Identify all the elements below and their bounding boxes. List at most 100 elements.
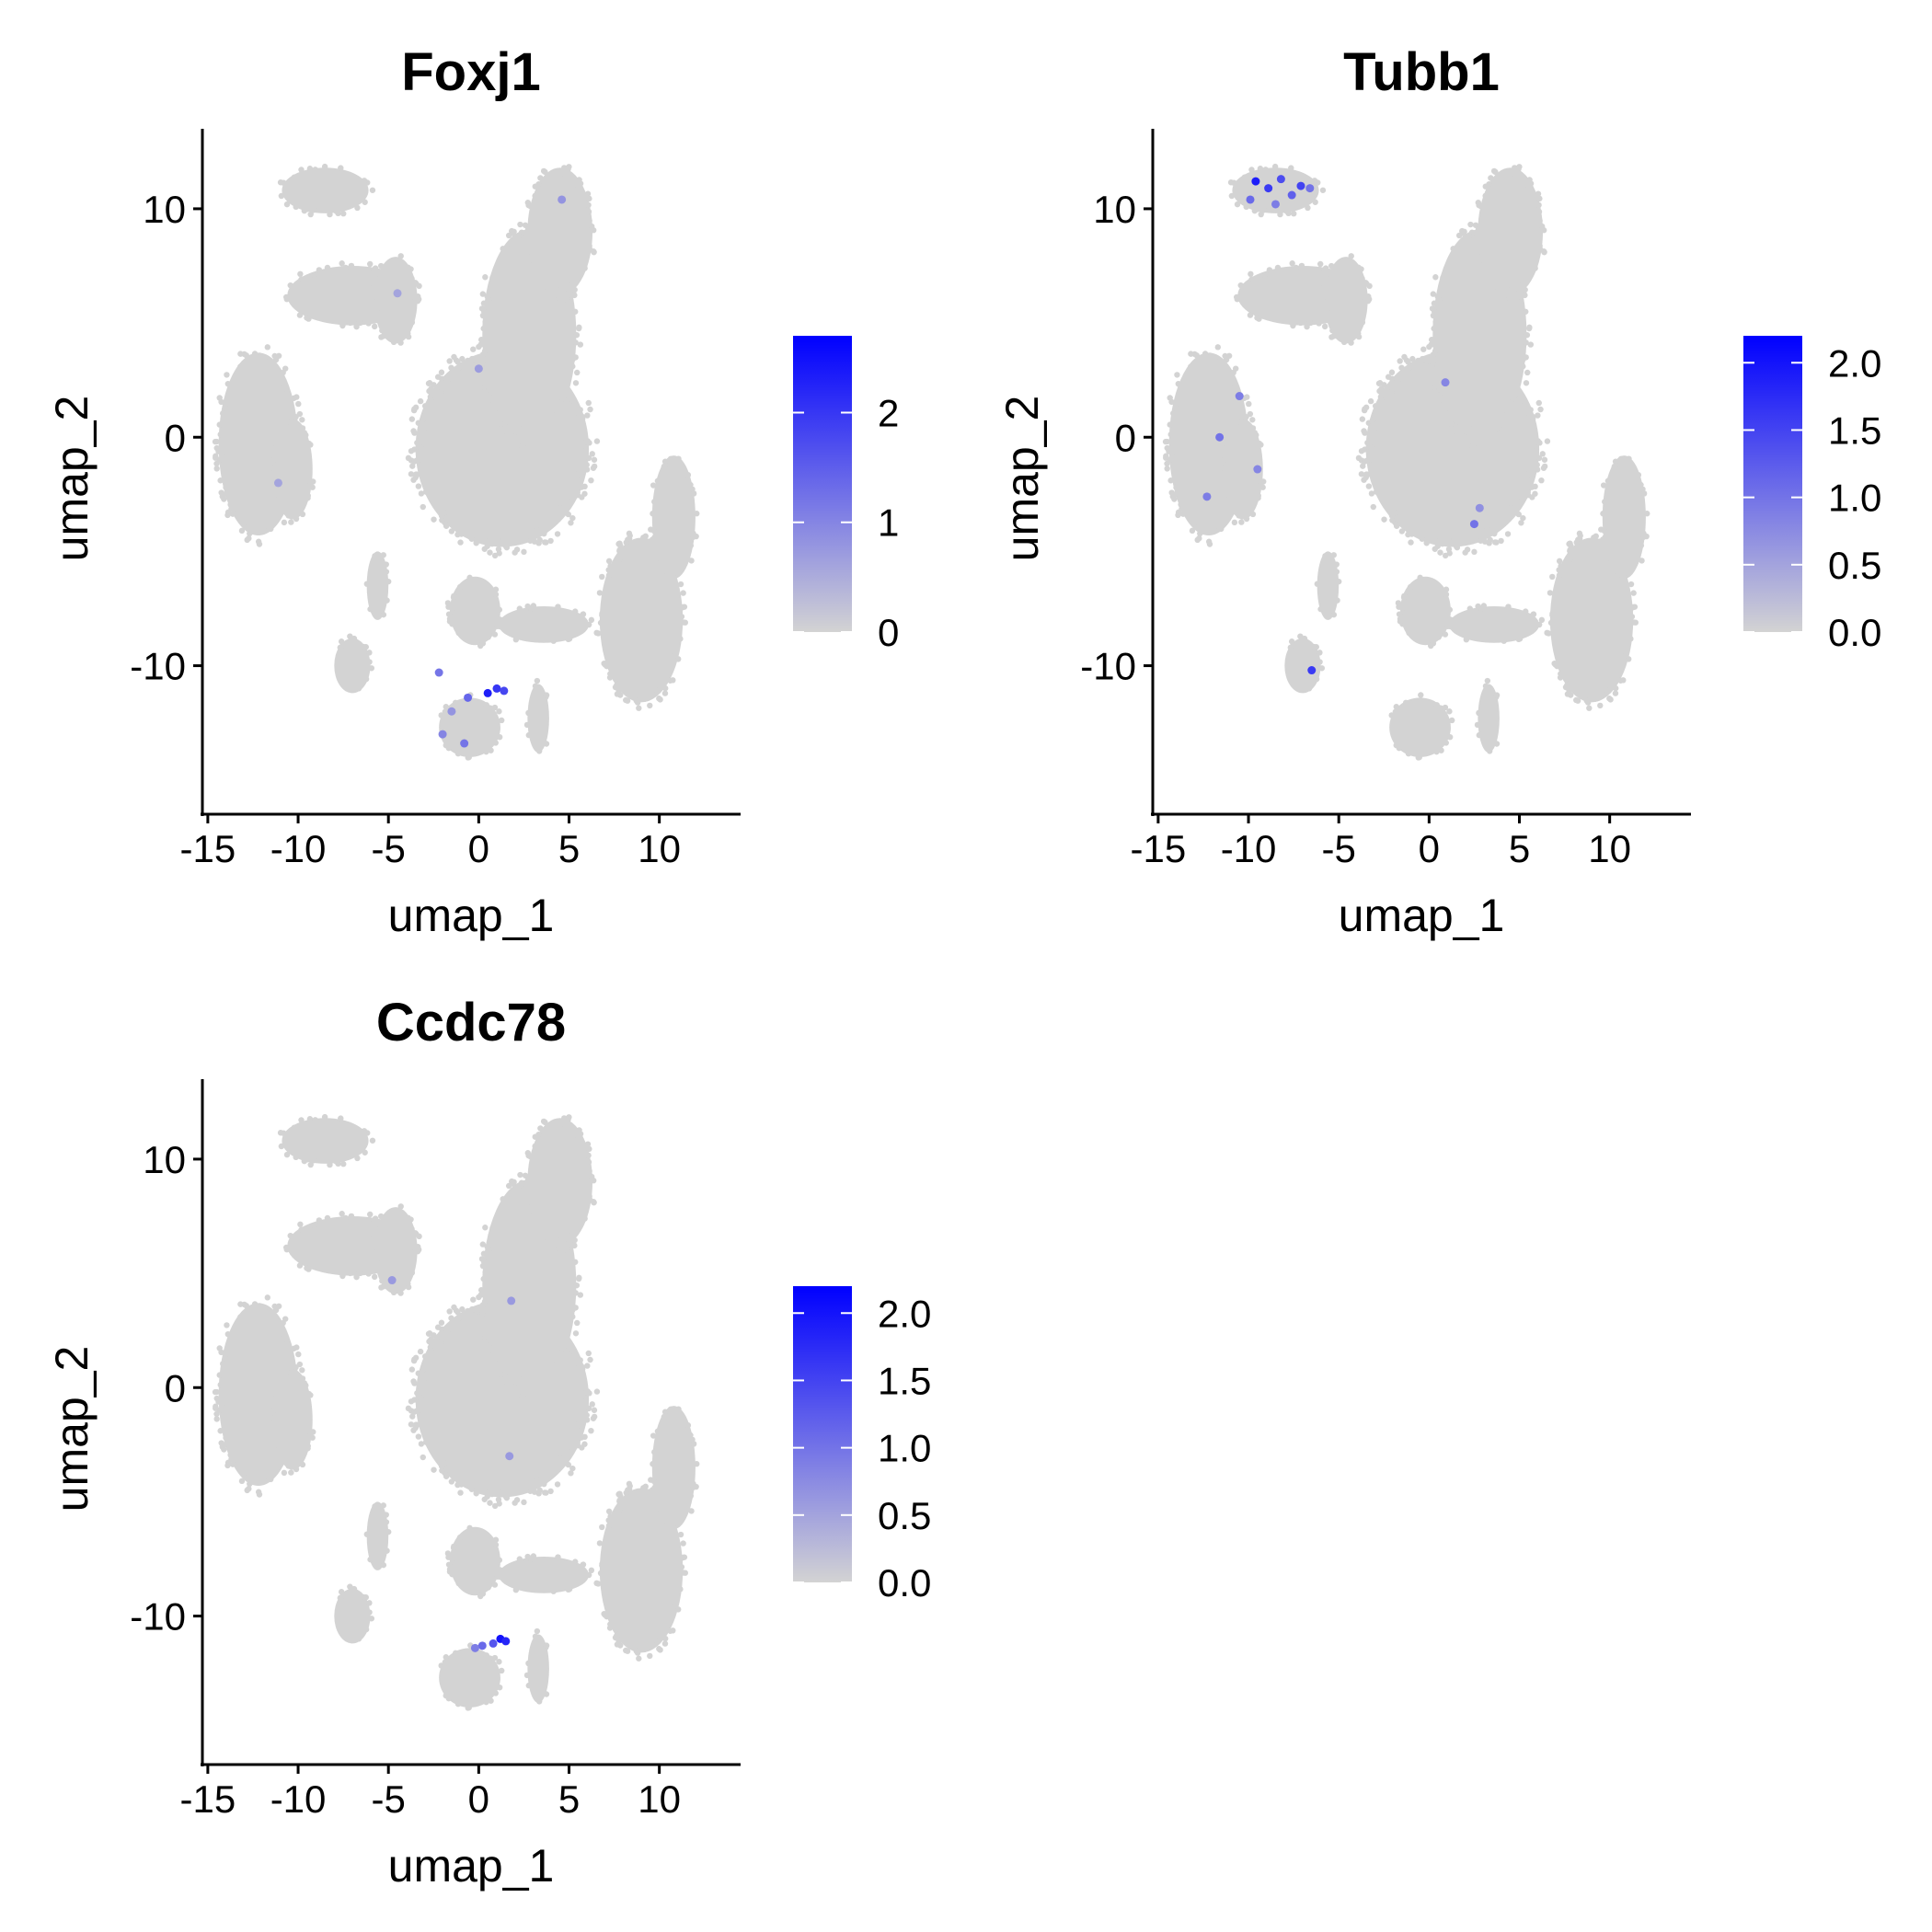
cell-point: [1316, 320, 1322, 327]
cell-point: [480, 1250, 488, 1257]
cell-point: [1560, 670, 1567, 677]
cell-point: [213, 438, 220, 445]
cell-point: [1228, 192, 1236, 200]
cell-point: [1379, 485, 1386, 491]
cell-point: [660, 1512, 667, 1518]
cell-point: [1396, 375, 1403, 382]
cell-point: [1428, 337, 1435, 343]
cell-point: [585, 201, 592, 209]
cell-point: [1206, 541, 1213, 547]
cell-point: [1444, 536, 1452, 543]
cell-point: [612, 1627, 619, 1633]
cell-point: [1288, 638, 1295, 645]
cell-point: [1632, 619, 1639, 626]
cell-point: [310, 478, 316, 485]
cell-point: [1220, 453, 1226, 459]
expressing-cell-point: [477, 1641, 487, 1650]
cell-point: [1430, 640, 1437, 647]
cluster-bottom: [439, 1648, 500, 1708]
cluster-small-left-bottom: [1284, 638, 1321, 694]
cell-point: [605, 1508, 613, 1515]
cell-point: [1498, 537, 1504, 545]
cell-point: [1371, 440, 1378, 447]
cell-point: [1432, 546, 1438, 552]
cell-point: [1635, 556, 1641, 562]
cell-point: [1167, 395, 1173, 401]
cell-point: [1230, 179, 1237, 186]
legend-tick-label: 1.0: [1828, 477, 1881, 520]
cell-point: [1392, 708, 1399, 715]
cell-point: [633, 1648, 640, 1654]
cell-point: [465, 1705, 471, 1711]
cell-point: [444, 1550, 452, 1557]
cell-point: [1248, 167, 1255, 173]
cell-point: [291, 1124, 298, 1131]
cell-point: [1536, 217, 1543, 224]
cell-point: [485, 1584, 491, 1591]
cell-point: [419, 1377, 425, 1384]
cell-point: [1291, 211, 1297, 217]
chart-title: Foxj1: [401, 42, 541, 102]
cell-point: [498, 1667, 505, 1674]
cell-point: [1314, 581, 1321, 587]
cell-point: [539, 284, 546, 291]
cell-point: [306, 1116, 314, 1122]
cell-point: [687, 1492, 695, 1500]
cell-point: [581, 265, 588, 271]
cell-point: [1167, 445, 1173, 453]
cell-point: [1423, 540, 1430, 546]
cell-point: [1486, 180, 1492, 188]
cell-point: [1311, 178, 1318, 184]
cell-point: [558, 1457, 564, 1465]
cell-point: [307, 211, 314, 218]
cell-point: [650, 482, 657, 489]
cell-point: [1508, 507, 1514, 514]
cell-point: [1455, 232, 1463, 239]
cell-point: [1233, 508, 1240, 515]
cell-point: [543, 1240, 549, 1247]
cluster-central-top: [527, 1118, 593, 1247]
cell-point: [306, 166, 314, 172]
cell-point: [585, 1571, 592, 1579]
cell-point: [216, 421, 223, 428]
cell-point: [1438, 747, 1444, 753]
chart-title: Ccdc78: [376, 993, 566, 1052]
cell-point: [264, 1294, 270, 1301]
cell-point: [496, 733, 503, 741]
cell-point: [380, 1561, 387, 1569]
cell-point: [1324, 308, 1330, 316]
cell-point: [224, 1331, 232, 1338]
cell-point: [574, 1319, 581, 1327]
cell-point: [378, 1213, 385, 1220]
cell-point: [388, 336, 395, 342]
cell-point: [1206, 352, 1213, 359]
cell-point: [1476, 731, 1483, 739]
cell-point: [480, 1275, 487, 1282]
cell-point: [1535, 621, 1543, 628]
cell-point: [483, 1307, 490, 1314]
cell-point: [282, 422, 288, 430]
cell-point: [673, 1602, 679, 1609]
cell-point: [616, 1498, 623, 1505]
cell-point: [237, 1301, 244, 1307]
cell-point: [580, 611, 586, 618]
cell-point: [554, 531, 561, 537]
cell-point: [312, 1117, 318, 1123]
expressing-cell-point: [1276, 175, 1285, 184]
cell-point: [1350, 260, 1357, 267]
cell-point: [429, 485, 435, 491]
cell-point: [1164, 460, 1170, 467]
cell-point: [411, 406, 418, 412]
cell-point: [588, 223, 595, 230]
cell-point: [602, 1590, 608, 1596]
cell-point: [568, 1470, 574, 1477]
expressing-cell-point: [1307, 666, 1317, 675]
cell-point: [524, 1150, 531, 1156]
cell-point: [1612, 690, 1619, 696]
cell-point: [1537, 406, 1544, 413]
cell-point: [221, 1442, 228, 1448]
cell-point: [505, 232, 512, 239]
cell-point: [399, 260, 407, 267]
cell-point: [342, 1214, 349, 1222]
